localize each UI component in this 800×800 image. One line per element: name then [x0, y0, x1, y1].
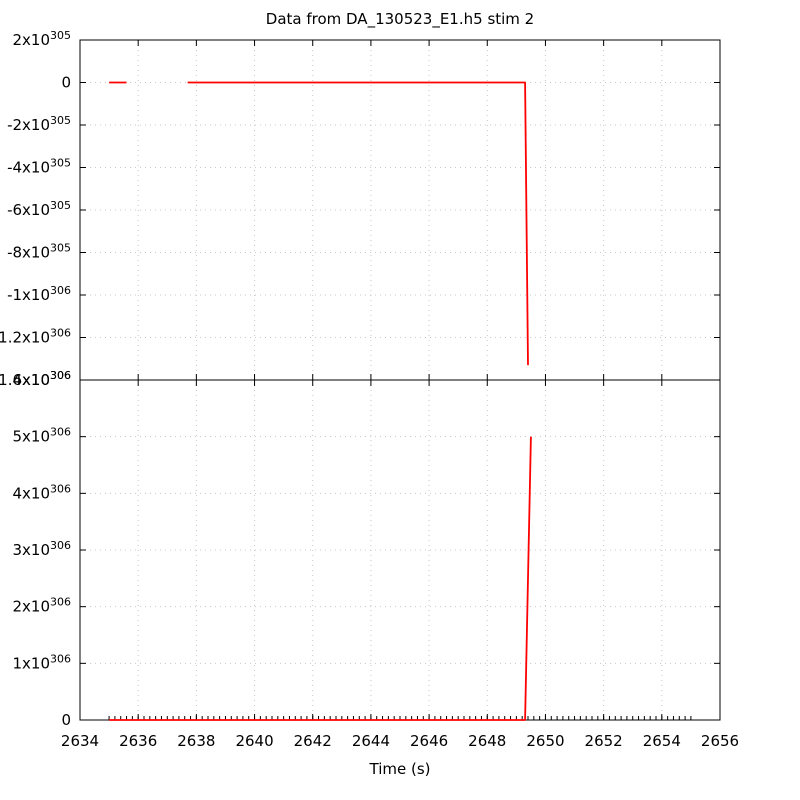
- top-y-tick-label: 2x10305: [12, 29, 71, 49]
- top-series-line: [187, 81, 529, 366]
- top-y-tick-label: 0: [61, 74, 71, 92]
- x-tick-label: 2644: [352, 732, 390, 750]
- x-tick-label: 2656: [701, 732, 739, 750]
- top-y-tick-label: -4x10305: [7, 157, 71, 177]
- x-tick-label: 2648: [468, 732, 506, 750]
- x-tick-label: 2646: [410, 732, 448, 750]
- x-tick-label: 2640: [235, 732, 273, 750]
- top-y-tick-label: -1.2x10306: [0, 327, 71, 347]
- x-tick-label: 2654: [643, 732, 681, 750]
- x-axis-label: Time (s): [369, 760, 431, 778]
- bottom-panel: 2634 2636 2638 2640 2642 2644 2646 2648 2650 2652…: [12, 369, 739, 750]
- bottom-y-tick-label: 6x10306: [12, 369, 71, 389]
- chart-title: Data from DA_130523_E1.h5 stim 2: [266, 10, 534, 29]
- top-panel: 2x10305 0 -2x10305 -4x10305 -6x10305 -8x10305…: [0, 29, 721, 389]
- x-tick-label: 2650: [526, 732, 564, 750]
- bottom-series-line: [109, 436, 532, 721]
- bottom-y-tick-label: 4x10306: [12, 482, 71, 502]
- bottom-y-tick-label: 1x10306: [12, 652, 71, 672]
- x-tick-label: 2638: [177, 732, 215, 750]
- x-tick-label: 2652: [585, 732, 623, 750]
- top-y-tick-label: -1x10306: [7, 284, 71, 304]
- x-tick-label: 2642: [294, 732, 332, 750]
- bottom-y-tick-label: 5x10306: [12, 426, 71, 446]
- bottom-y-tick-label: 0: [61, 711, 71, 729]
- x-tick-label: 2634: [61, 732, 99, 750]
- x-tick-label: 2636: [119, 732, 157, 750]
- bottom-y-tick-label: 2x10306: [12, 596, 71, 616]
- top-y-tick-label: -6x10305: [7, 199, 71, 219]
- top-y-tick-label: -8x10305: [7, 242, 71, 262]
- top-y-tick-label: -2x10305: [7, 114, 71, 134]
- bottom-y-tick-label: 3x10306: [12, 539, 71, 559]
